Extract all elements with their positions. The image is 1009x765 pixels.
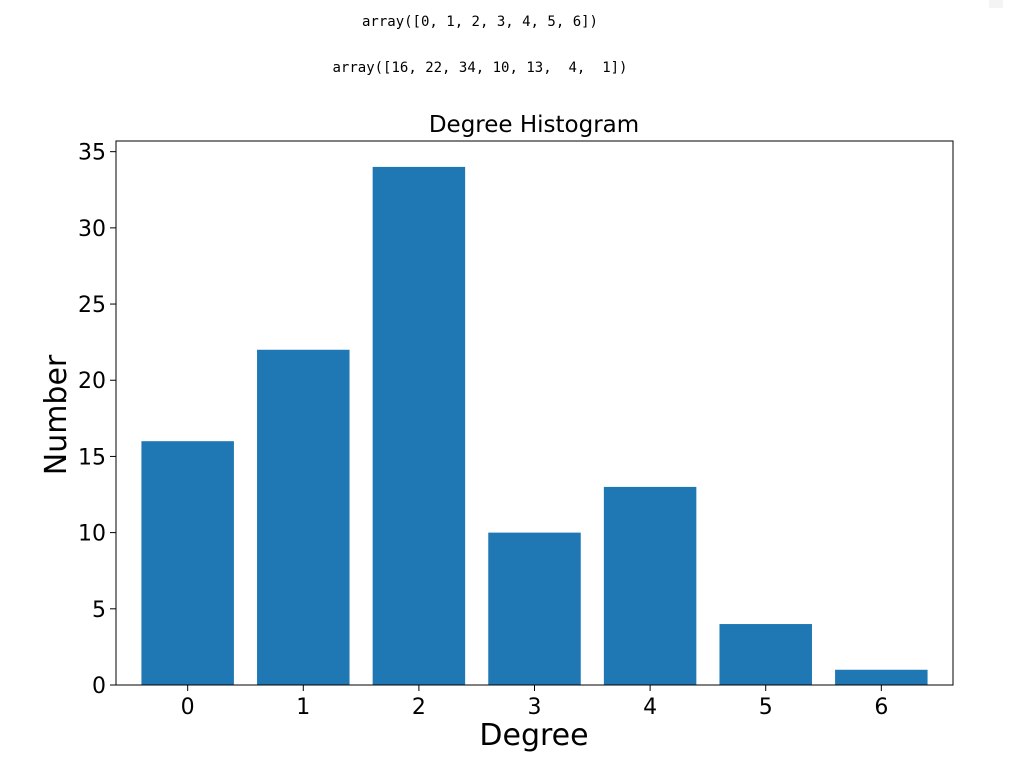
bar-degree-1 [257, 349, 350, 685]
bar-degree-2 [372, 166, 466, 685]
bar-degree-6 [835, 669, 928, 685]
x-axis-label: Degree [479, 718, 588, 753]
x-tick-label: 2 [412, 695, 426, 720]
y-tick-label: 15 [78, 445, 106, 470]
chart-title: Degree Histogram [429, 112, 639, 138]
bar-degree-3 [488, 532, 581, 685]
x-tick-label: 1 [296, 695, 310, 720]
x-tick-label: 4 [643, 695, 657, 720]
y-tick-label: 10 [78, 522, 106, 547]
bar-degree-4 [603, 486, 697, 685]
scroll-corner [989, 0, 1003, 8]
output-array-counts: array([16, 22, 34, 10, 13, 4, 1]) [332, 60, 628, 76]
plot-frame [115, 140, 954, 686]
y-tick-label: 0 [92, 674, 106, 699]
y-tick-label: 30 [78, 217, 106, 242]
x-tick-label: 6 [874, 695, 888, 720]
x-axis-ticks: 0 1 2 3 4 5 6 [181, 685, 888, 720]
y-axis-label: Number [39, 354, 74, 475]
y-tick-label: 5 [92, 598, 106, 623]
bar-degree-0 [141, 441, 234, 685]
bars-group [141, 166, 928, 685]
y-tick-label: 20 [78, 369, 106, 394]
y-tick-label: 35 [78, 141, 106, 166]
x-tick-label: 5 [759, 695, 773, 720]
x-tick-label: 0 [181, 695, 195, 720]
bar-degree-5 [719, 624, 812, 685]
y-tick-label: 25 [78, 293, 106, 318]
output-array-degrees: array([0, 1, 2, 3, 4, 5, 6]) [361, 14, 598, 30]
y-axis-ticks: 0 5 10 15 20 25 30 35 [78, 141, 116, 699]
x-tick-label: 3 [528, 695, 542, 720]
